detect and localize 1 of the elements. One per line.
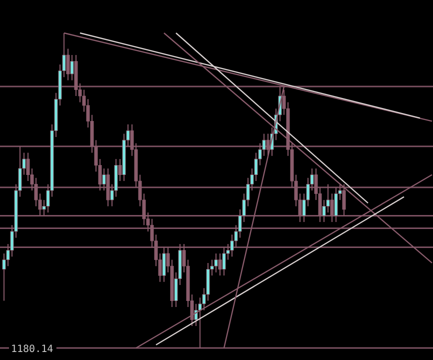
annotation: 1180.14 <box>11 344 54 355</box>
